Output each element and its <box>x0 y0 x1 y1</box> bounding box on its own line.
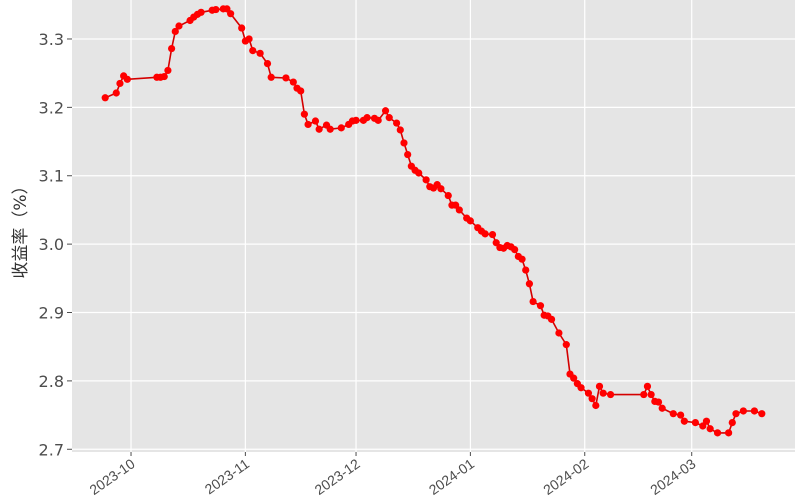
data-point <box>669 410 677 418</box>
y-tick-label: 2.8 <box>39 372 64 391</box>
data-point <box>352 116 360 124</box>
data-point <box>197 8 205 16</box>
data-point <box>415 169 423 177</box>
data-point <box>249 47 257 55</box>
data-point <box>728 418 736 427</box>
data-point <box>529 297 537 306</box>
data-point <box>304 120 312 129</box>
data-point <box>112 89 120 97</box>
x-tick-label: 2024-01 <box>426 455 477 498</box>
data-point <box>606 390 615 399</box>
data-point <box>466 217 474 225</box>
data-point <box>227 10 235 18</box>
data-point <box>171 27 179 36</box>
data-point <box>422 176 430 184</box>
x-axis: 2023-10 2023-11 2023-12 2024-01 2024-02 2024-… <box>86 452 699 498</box>
data-point <box>400 139 408 147</box>
data-point <box>658 404 666 412</box>
data-point <box>381 107 390 115</box>
data-point <box>396 126 404 134</box>
data-point <box>758 410 766 418</box>
data-point <box>385 114 393 122</box>
data-point <box>263 59 272 68</box>
y-axis: 2.7 2.8 2.9 3.0 3.1 3.2 3.3 <box>39 30 72 459</box>
data-point <box>393 119 401 127</box>
data-point <box>315 125 323 133</box>
data-point <box>577 384 585 392</box>
data-point <box>725 429 733 437</box>
data-point <box>522 266 530 274</box>
y-axis-title: 收益率（%） <box>11 177 31 278</box>
data-point <box>289 78 297 86</box>
data-point <box>404 150 412 159</box>
data-point <box>481 230 489 238</box>
data-point <box>212 5 220 14</box>
data-point <box>750 407 759 415</box>
data-point <box>592 401 600 410</box>
data-point <box>677 411 685 419</box>
data-point <box>584 389 593 397</box>
data-point <box>326 125 334 133</box>
data-point <box>647 390 655 399</box>
x-tick-label: 2023-10 <box>86 455 137 498</box>
data-point <box>160 72 168 81</box>
data-point <box>680 417 688 425</box>
data-point <box>706 425 714 433</box>
y-tick-label: 2.9 <box>39 304 64 323</box>
data-point <box>536 302 545 310</box>
data-point <box>511 245 519 254</box>
data-point <box>245 35 253 43</box>
data-point <box>654 398 663 406</box>
data-point <box>167 44 176 53</box>
y-tick-label: 3.1 <box>39 167 64 186</box>
data-point <box>525 280 534 288</box>
data-point <box>123 75 131 83</box>
data-point <box>363 114 371 122</box>
data-point <box>555 329 563 337</box>
data-point <box>643 382 652 390</box>
data-point <box>374 116 382 124</box>
data-point <box>640 390 648 399</box>
x-tick-label: 2023-12 <box>311 455 362 498</box>
data-point <box>599 389 607 397</box>
data-point <box>562 341 570 349</box>
data-point <box>595 382 604 390</box>
data-point <box>547 315 556 323</box>
data-point <box>337 124 345 132</box>
data-point <box>116 79 124 88</box>
data-point <box>570 374 578 382</box>
data-point <box>238 24 246 32</box>
y-tick-label: 3.2 <box>39 98 64 117</box>
data-point <box>732 410 740 418</box>
gridlines <box>72 0 795 452</box>
data-point <box>256 49 264 57</box>
data-point <box>297 87 305 95</box>
data-point <box>739 407 747 415</box>
data-point <box>691 418 700 427</box>
data-point <box>702 417 711 425</box>
data-point <box>282 74 290 82</box>
data-point <box>311 117 320 125</box>
series-points <box>101 5 766 437</box>
data-point <box>101 94 109 102</box>
data-point <box>488 230 497 239</box>
x-tick-label: 2024-03 <box>647 455 698 498</box>
y-tick-label: 3.3 <box>39 30 64 49</box>
data-point <box>455 206 463 214</box>
data-point <box>713 429 722 437</box>
y-tick-label: 3.0 <box>39 235 64 254</box>
data-point <box>444 191 452 200</box>
y-tick-label: 2.7 <box>39 440 64 459</box>
data-point <box>588 395 596 403</box>
plot-panel <box>72 0 795 452</box>
data-point <box>437 185 445 193</box>
data-point <box>267 73 275 81</box>
data-point <box>518 255 526 263</box>
data-point <box>164 66 172 75</box>
data-point <box>175 22 183 30</box>
data-point <box>300 110 308 118</box>
x-tick-label: 2024-02 <box>540 455 591 498</box>
x-tick-label: 2023-11 <box>202 455 253 497</box>
